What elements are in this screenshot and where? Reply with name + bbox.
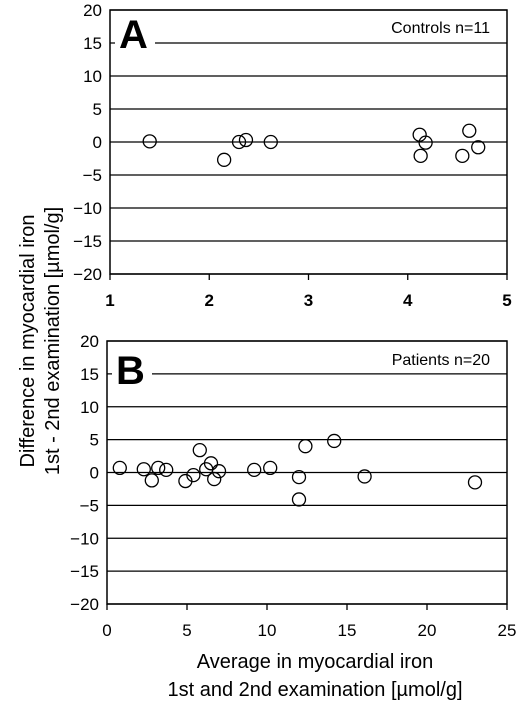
b-y-tick-label: −5 <box>80 496 99 515</box>
a-data-point <box>413 148 428 164</box>
b-x-tick-label: 10 <box>258 621 277 640</box>
a-y-tick-label: −20 <box>73 265 102 284</box>
a-x-tick-label: 4 <box>403 291 413 310</box>
x-axis-title-line2: 1st and 2nd examination [µmol/g] <box>167 679 462 701</box>
a-panel-letter: A <box>119 13 148 57</box>
a-y-tick-label: −15 <box>73 232 102 251</box>
a-data-point <box>238 132 254 148</box>
b-panel-letter-background <box>112 348 152 390</box>
a-data-point <box>462 123 477 138</box>
b-data-point <box>211 464 227 479</box>
b-x-tick-label: 20 <box>418 621 437 640</box>
a-y-tick-label: −5 <box>83 166 102 185</box>
a-y-tick-label: 10 <box>83 67 102 86</box>
b-y-tick-label: 5 <box>90 431 99 450</box>
b-data-point <box>467 475 483 490</box>
a-y-tick-label: 15 <box>83 34 102 53</box>
b-data-point <box>159 462 174 478</box>
a-sample-size-note: Controls n=11 <box>391 20 490 37</box>
a-data-point <box>231 134 247 150</box>
a-y-tick-label: −10 <box>73 199 102 218</box>
a-panel-letter-background <box>115 12 155 54</box>
b-data-point <box>203 456 219 471</box>
b-data-point <box>186 467 201 483</box>
b-y-tick-label: 15 <box>80 365 99 384</box>
b-y-tick-label: 0 <box>90 464 99 483</box>
a-data-point <box>216 152 232 167</box>
a-x-tick-label: 3 <box>304 291 313 310</box>
a-x-tick-label: 1 <box>105 291 114 310</box>
b-y-tick-label: −20 <box>70 595 99 614</box>
b-y-tick-label: 10 <box>80 398 99 417</box>
b-data-point <box>357 469 372 484</box>
b-panel-letter: B <box>116 349 145 393</box>
a-data-point <box>418 135 433 150</box>
b-y-tick-label: −15 <box>70 562 99 581</box>
b-data-point <box>151 460 166 476</box>
b-x-tick-label: 5 <box>182 621 191 640</box>
b-data-point <box>298 439 313 454</box>
a-y-tick-label: 0 <box>93 133 102 152</box>
b-data-point <box>144 473 159 488</box>
b-data-point <box>263 460 278 476</box>
b-data-point <box>247 462 262 478</box>
b-data-point <box>291 469 307 485</box>
x-axis-title-line1: Average in myocardial iron <box>197 651 433 673</box>
b-plot-frame <box>106 340 508 605</box>
b-x-tick-label: 0 <box>102 621 111 640</box>
y-axis-title-line1: Difference in myocardial iron <box>17 214 39 467</box>
b-data-point <box>112 460 127 476</box>
a-y-tick-label: 20 <box>83 1 102 20</box>
a-data-point <box>455 148 470 164</box>
b-y-tick-label: 20 <box>80 332 99 351</box>
b-x-tick-label: 15 <box>338 621 357 640</box>
a-data-point <box>142 134 157 149</box>
y-axis-title-line2: 1st - 2nd examination [µmol/g] <box>42 207 64 475</box>
a-x-tick-label: 2 <box>205 291 214 310</box>
a-y-tick-label: 5 <box>93 100 102 119</box>
a-x-tick-label: 5 <box>502 291 511 310</box>
b-y-tick-label: −10 <box>70 529 99 548</box>
panel-a: 20 15 10 5 0 −5 −10 −15 −201 2 3 4 5 A Controls n=11 <box>73 1 512 310</box>
a-data-point <box>263 134 278 150</box>
b-data-point <box>192 442 207 458</box>
b-sample-size-note: Patients n=20 <box>392 352 490 369</box>
b-data-point <box>207 471 222 487</box>
a-data-point <box>471 140 486 155</box>
b-data-point <box>136 462 151 477</box>
b-x-tick-label: 25 <box>498 621 517 640</box>
b-data-point <box>291 492 307 507</box>
b-data-point <box>327 433 342 449</box>
